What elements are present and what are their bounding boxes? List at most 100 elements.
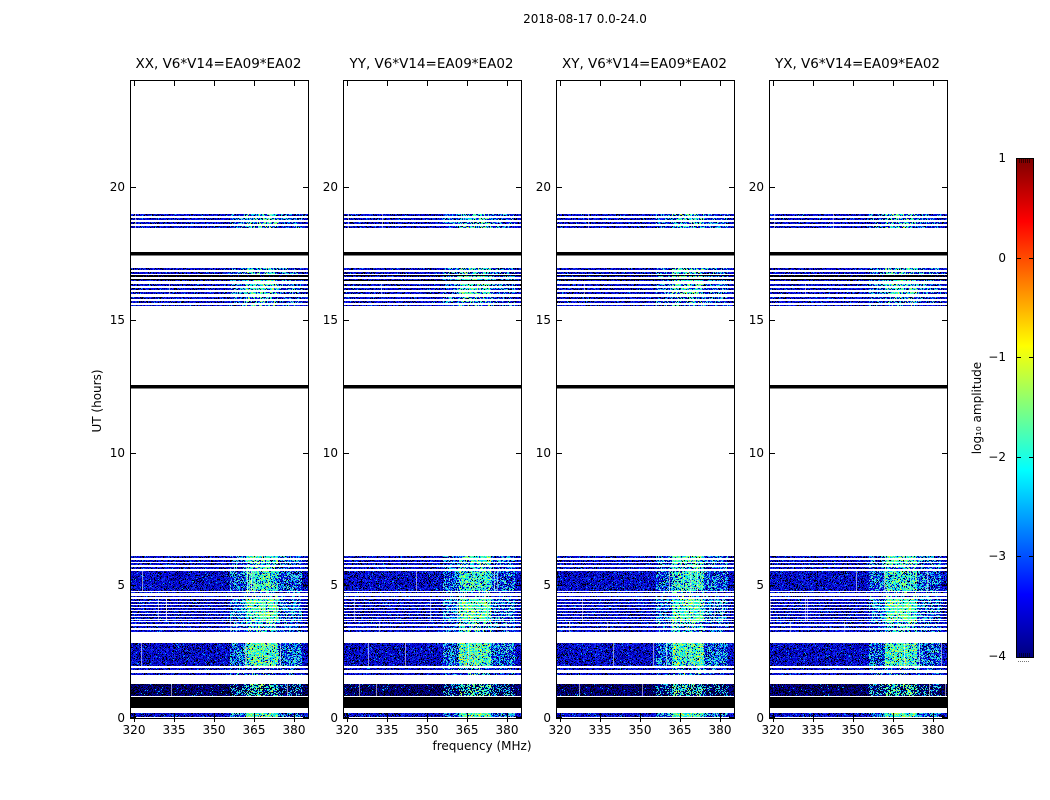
x-tick-mark	[933, 718, 934, 722]
colorbar-minor-tick	[1029, 159, 1030, 163]
x-tick-mark	[853, 718, 854, 722]
colorbar-tick-label: −4	[988, 649, 1006, 663]
x-tick-label: 365	[668, 723, 692, 737]
x-tick-label: 350	[841, 723, 865, 737]
panel-yx: YX, V6*V14=EA09*EA02	[769, 56, 948, 719]
x-tick-label: 335	[162, 723, 186, 737]
spectrogram-canvas-yy	[343, 80, 522, 719]
x-tick-label: 365	[242, 723, 266, 737]
colorbar-gradient	[1016, 158, 1034, 658]
colorbar-tick-label: 1	[998, 151, 1006, 165]
y-tick-label: 5	[756, 578, 764, 593]
x-tick-mark	[134, 718, 135, 722]
colorbar-tick-label: −2	[988, 450, 1006, 464]
colorbar-tick-mark	[1029, 357, 1033, 358]
x-tick-mark	[294, 718, 295, 722]
colorbar-tick-mark	[1029, 457, 1033, 458]
y-tick-label: 5	[543, 578, 551, 593]
colorbar-tick-mark	[1017, 556, 1021, 557]
x-tick-label: 365	[881, 723, 905, 737]
colorbar-minor-tick	[1025, 159, 1026, 163]
x-tick-mark	[680, 718, 681, 722]
colorbar-minor-tick	[1019, 159, 1020, 163]
x-tick-mark	[254, 718, 255, 722]
y-tick-label: 0	[543, 711, 551, 725]
x-tick-mark	[507, 718, 508, 722]
spectrogram-canvas-yx	[769, 80, 948, 719]
colorbar-minor-dot	[1022, 661, 1023, 662]
y-tick-label: 15	[322, 312, 338, 327]
colorbar-minor-tick	[1023, 159, 1024, 163]
colorbar-label: log₁₀ amplitude	[970, 361, 984, 455]
colorbar-minor-tick	[1029, 653, 1030, 657]
colorbar-tick-mark	[1017, 457, 1021, 458]
x-tick-mark	[640, 718, 641, 722]
y-tick-label: 15	[109, 312, 125, 327]
y-tick-label: 20	[322, 180, 338, 195]
x-axis-label: frequency (MHz)	[432, 739, 532, 753]
colorbar-minor-tick	[1023, 653, 1024, 657]
y-tick-label: 20	[535, 180, 551, 195]
colorbar-minor-dot	[1028, 661, 1029, 662]
x-tick-label: 320	[548, 723, 572, 737]
panel-yy: YY, V6*V14=EA09*EA02	[343, 56, 522, 719]
colorbar-minor-dot	[1018, 661, 1019, 662]
y-tick-label: 10	[109, 445, 125, 460]
panel-title-yx: YX, V6*V14=EA09*EA02	[774, 56, 940, 72]
colorbar-minor-tick	[1021, 653, 1022, 657]
x-tick-label: 380	[282, 723, 306, 737]
colorbar-tick-label: −3	[988, 549, 1006, 563]
x-tick-mark	[813, 718, 814, 722]
colorbar-tick-mark	[1029, 258, 1033, 259]
x-tick-label: 335	[801, 723, 825, 737]
panel-xx: XX, V6*V14=EA09*EA02	[130, 56, 309, 719]
x-tick-mark	[600, 718, 601, 722]
x-tick-label: 380	[921, 723, 945, 737]
x-tick-mark	[347, 718, 348, 722]
colorbar-minor-tick	[1019, 653, 1020, 657]
panel-title-yy: YY, V6*V14=EA09*EA02	[349, 56, 514, 72]
x-tick-mark	[773, 718, 774, 722]
colorbar-minor-tick	[1021, 159, 1022, 163]
y-tick-label: 20	[109, 180, 125, 195]
x-tick-label: 320	[761, 723, 785, 737]
spectrogram-canvas-xx	[130, 80, 309, 719]
y-tick-label: 10	[748, 445, 764, 460]
colorbar-minor-dot	[1024, 661, 1025, 662]
y-tick-label: 15	[748, 312, 764, 327]
y-tick-label: 0	[330, 711, 338, 725]
colorbar-tick-mark	[1017, 357, 1021, 358]
x-tick-label: 320	[335, 723, 359, 737]
x-tick-label: 320	[122, 723, 146, 737]
x-tick-mark	[214, 718, 215, 722]
x-tick-label: 335	[375, 723, 399, 737]
y-tick-label: 10	[322, 445, 338, 460]
y-tick-label: 10	[535, 445, 551, 460]
spectrogram-canvas-xy	[556, 80, 735, 719]
colorbar-tick-label: 0	[998, 251, 1006, 265]
colorbar-minor-tick	[1027, 653, 1028, 657]
x-tick-label: 380	[708, 723, 732, 737]
panel-title-xx: XX, V6*V14=EA09*EA02	[135, 56, 302, 72]
colorbar-minor-tick	[1027, 159, 1028, 163]
x-tick-mark	[720, 718, 721, 722]
panel-title-xy: XY, V6*V14=EA09*EA02	[561, 56, 727, 72]
panel-xy: XY, V6*V14=EA09*EA02	[556, 56, 735, 719]
x-tick-mark	[174, 718, 175, 722]
x-tick-mark	[893, 718, 894, 722]
x-tick-mark	[560, 718, 561, 722]
colorbar-minor-dot	[1020, 661, 1021, 662]
x-tick-label: 335	[588, 723, 612, 737]
colorbar-minor-tick	[1025, 653, 1026, 657]
colorbar-tick-mark	[1017, 258, 1021, 259]
x-tick-label: 350	[202, 723, 226, 737]
x-tick-label: 350	[415, 723, 439, 737]
colorbar-tick-label: −1	[988, 350, 1006, 364]
y-tick-label: 0	[756, 711, 764, 725]
x-tick-label: 350	[628, 723, 652, 737]
y-tick-label: 0	[117, 711, 125, 725]
x-tick-mark	[387, 718, 388, 722]
figure-title: 2018-08-17 0.0-24.0	[523, 12, 647, 26]
x-tick-mark	[427, 718, 428, 722]
